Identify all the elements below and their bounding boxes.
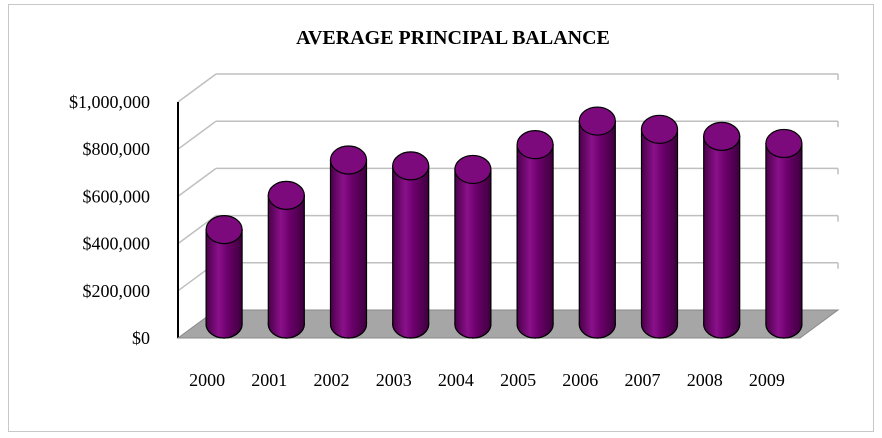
y-tick-label: $1,000,000 (69, 92, 150, 112)
bar (267, 180, 305, 339)
x-tick-label: 2001 (251, 370, 287, 390)
y-tick-layer: $0 $200,000 $400,000 $600,000 $800,000 $1,000… (69, 92, 150, 348)
bar-top (392, 151, 430, 181)
y-tick-label: $600,000 (83, 186, 151, 206)
bar (454, 154, 492, 339)
bar (516, 130, 554, 339)
bar-top (640, 114, 679, 144)
bar-body (578, 120, 616, 339)
x-tick-label: 2000 (189, 370, 225, 390)
x-tick-label: 2007 (625, 370, 661, 390)
bar-body (516, 144, 554, 339)
bar-body (640, 128, 679, 339)
bar-body (329, 159, 368, 339)
bar-top (267, 180, 305, 210)
bar-body (703, 135, 741, 339)
gridline-depth (177, 167, 217, 198)
x-tick-label: 2003 (376, 370, 412, 390)
bar-body (765, 142, 803, 339)
x-tick-label: 2008 (687, 370, 723, 390)
x-tick-label: 2002 (314, 370, 350, 390)
gridline-depth (177, 120, 217, 150)
bar-body (454, 168, 492, 339)
bar (329, 145, 368, 339)
bar (640, 114, 679, 339)
gridline-depth (177, 214, 217, 245)
y-tick-label: $200,000 (83, 281, 151, 301)
x-tick-layer: 2000 2001 2002 2003 2004 2005 2006 2007 2008 2009 (189, 370, 785, 390)
x-tick-label: 2005 (500, 370, 536, 390)
bar-top (578, 106, 616, 136)
y-tick-label: $800,000 (83, 139, 151, 159)
bar (205, 215, 243, 339)
bar-body (392, 165, 430, 339)
bar (392, 151, 430, 339)
bar (765, 128, 803, 339)
gridline-depth (177, 73, 217, 103)
y-tick-label: $0 (132, 328, 150, 348)
y-tick-label: $400,000 (83, 234, 151, 254)
bar-top (765, 128, 803, 159)
bar-top (205, 215, 243, 245)
bar-top (329, 145, 368, 175)
bar-layer (205, 106, 803, 339)
x-tick-label: 2006 (562, 370, 598, 390)
bar-body (267, 194, 305, 339)
bar (578, 106, 616, 339)
bar-top (703, 121, 741, 151)
x-tick-label: 2009 (749, 370, 785, 390)
bar-top (516, 130, 554, 160)
bar (703, 121, 741, 339)
bar-top (454, 154, 492, 185)
x-tick-label: 2004 (438, 370, 474, 390)
chart-title: AVERAGE PRINCIPAL BALANCE (296, 27, 610, 49)
bar-body (205, 229, 243, 339)
